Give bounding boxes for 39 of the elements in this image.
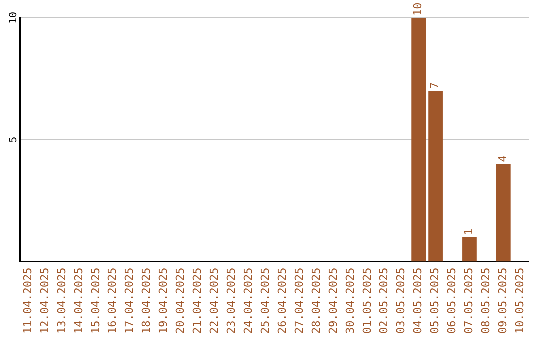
x-tick-label: 07.05.2025	[462, 268, 476, 334]
x-tick-label: 05.05.2025	[428, 268, 442, 334]
x-tick-label: 29.04.2025	[326, 268, 340, 334]
x-tick-label: 18.04.2025	[140, 268, 154, 334]
x-tick-label: 06.05.2025	[446, 268, 459, 334]
x-tick-label: 11.04.2025	[21, 268, 34, 334]
data-label: 7	[428, 82, 442, 90]
bar	[412, 18, 426, 262]
x-tick-label: 01.05.2025	[360, 268, 374, 334]
data-label: 4	[496, 155, 510, 162]
x-tick-label: 30.04.2025	[344, 268, 357, 334]
x-tick-label: 17.04.2025	[123, 268, 136, 334]
x-tick-label: 08.05.2025	[480, 268, 493, 334]
x-tick-label: 19.04.2025	[157, 268, 170, 334]
x-tick-label: 24.04.2025	[242, 268, 255, 334]
x-tick-label: 16.04.2025	[106, 268, 120, 334]
bar	[496, 164, 511, 262]
x-tick-label: 15.04.2025	[89, 268, 102, 334]
x-tick-label: 23.04.2025	[225, 268, 238, 334]
x-tick-label: 22.04.2025	[208, 268, 222, 334]
x-tick-label: 10.05.2025	[513, 268, 526, 334]
x-tick-label: 27.04.2025	[292, 268, 306, 334]
x-tick-label: 20.04.2025	[174, 268, 188, 334]
x-tick-label: 04.05.2025	[412, 268, 425, 334]
bar	[462, 237, 477, 262]
x-tick-label: 12.04.2025	[38, 268, 52, 334]
x-tick-label: 25.04.2025	[258, 268, 272, 334]
x-tick-label: 02.05.2025	[378, 268, 391, 334]
x-tick-label: 28.04.2025	[310, 268, 323, 334]
data-label: 1	[462, 228, 476, 236]
y-tick-label: 5	[8, 136, 20, 143]
x-tick-label: 26.04.2025	[276, 268, 289, 334]
x-tick-label: 21.04.2025	[191, 268, 204, 334]
data-label: 10	[412, 2, 425, 16]
x-tick-label: 14.04.2025	[72, 268, 86, 334]
bar	[428, 91, 443, 262]
x-tick-label: 03.05.2025	[394, 268, 408, 334]
x-tick-label: 09.05.2025	[496, 268, 510, 334]
x-tick-label: 13.04.2025	[55, 268, 68, 334]
